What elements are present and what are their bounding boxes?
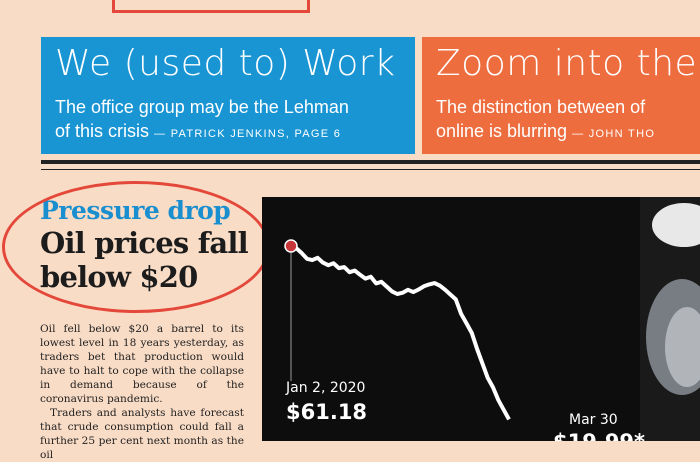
photo-mask-top xyxy=(652,203,700,247)
highlight-box-top xyxy=(112,0,310,13)
banner-zoom[interactable]: Zoom into the f The distinction between … xyxy=(422,37,700,154)
start-value-label: $61.18 xyxy=(286,400,368,424)
banner-teaser-line1: The distinction between of xyxy=(436,97,646,117)
section-rule-thick xyxy=(41,160,700,164)
price-line xyxy=(290,244,511,421)
article-paragraph: Oil fell below $20 a barrel to its lowes… xyxy=(40,323,244,405)
banner-teaser-line1: The office group may be the Lehman xyxy=(55,97,349,117)
banner-title: We (used to) Work xyxy=(55,43,396,84)
article-body: Oil fell below $20 a barrel to its lowes… xyxy=(40,322,244,462)
banner-teaser-line2: online is blurring xyxy=(436,121,568,141)
banner-byline: — JOHN THO xyxy=(572,128,656,140)
banner-title: Zoom into the f xyxy=(436,43,700,84)
article-paragraph: Traders and analysts have forecast that … xyxy=(40,407,244,461)
banner-teaser-line2: of this crisis xyxy=(55,121,150,141)
banner-teaser: The distinction between of online is blu… xyxy=(436,95,700,146)
banner-work[interactable]: We (used to) Work The office group may b… xyxy=(41,37,415,154)
oil-price-chart-svg xyxy=(284,197,700,441)
end-value-label: $19.99* xyxy=(553,430,645,441)
start-point-marker xyxy=(284,239,298,253)
banner-byline: — PATRICK JENKINS, PAGE 6 xyxy=(154,128,342,140)
start-date-label: Jan 2, 2020 xyxy=(286,380,366,396)
highlight-circle xyxy=(2,181,270,313)
oil-price-chart: Jan 2, 2020 $61.18 Mar 30 $19.99* xyxy=(262,197,700,441)
photo-visor-highlight xyxy=(665,307,700,387)
end-date-label: Mar 30 xyxy=(569,412,618,428)
section-rule-thin xyxy=(41,169,700,170)
banner-teaser: The office group may be the Lehman of th… xyxy=(55,95,415,146)
